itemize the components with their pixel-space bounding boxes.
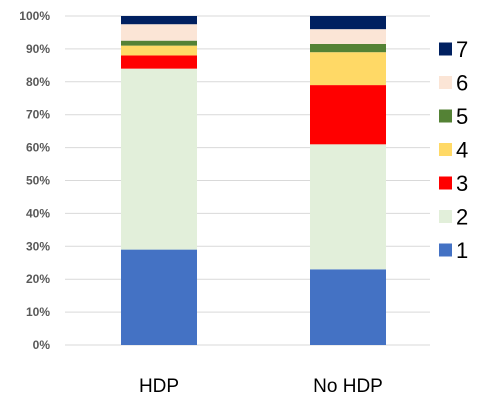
bars bbox=[121, 16, 386, 345]
y-tick-label: 60% bbox=[26, 141, 50, 155]
bar-1-segment-7 bbox=[121, 16, 197, 25]
bar-2-segment-2 bbox=[310, 144, 386, 270]
bar-1-segment-1 bbox=[121, 249, 197, 345]
legend-swatch-1 bbox=[439, 243, 452, 257]
legend-label-7: 7 bbox=[456, 37, 468, 62]
y-tick-label: 100% bbox=[19, 9, 50, 23]
legend-label-3: 3 bbox=[456, 171, 468, 196]
legend-swatch-5 bbox=[439, 109, 452, 123]
legend-label-1: 1 bbox=[456, 238, 468, 263]
x-tick-label: No HDP bbox=[313, 376, 383, 397]
bar-2-segment-7 bbox=[310, 16, 386, 30]
legend-label-4: 4 bbox=[456, 138, 468, 163]
y-tick-label: 10% bbox=[26, 305, 50, 319]
legend-label-6: 6 bbox=[456, 71, 468, 96]
legend-swatch-6 bbox=[439, 76, 452, 89]
x-axis-ticks: HDP No HDP bbox=[139, 376, 383, 397]
y-tick-label: 20% bbox=[26, 272, 50, 286]
y-tick-label: 50% bbox=[26, 174, 50, 188]
bar-1-segment-2 bbox=[121, 68, 197, 250]
legend-swatch-3 bbox=[439, 176, 452, 190]
bar-2-segment-4 bbox=[310, 52, 386, 86]
legend-swatch-7 bbox=[439, 42, 452, 56]
bar-2-segment-3 bbox=[310, 85, 386, 145]
y-tick-label: 90% bbox=[26, 42, 50, 56]
y-tick-label: 70% bbox=[26, 108, 50, 122]
y-tick-label: 30% bbox=[26, 239, 50, 253]
bar-2-segment-6 bbox=[310, 29, 386, 44]
legend-label-2: 2 bbox=[456, 205, 468, 230]
x-tick-label: HDP bbox=[139, 376, 179, 397]
bar-1-segment-5 bbox=[121, 40, 197, 46]
y-tick-label: 80% bbox=[26, 75, 50, 89]
y-tick-label: 40% bbox=[26, 206, 50, 220]
y-axis-ticks: 0% 10% 20% 30% 40% 50% 60% 70% 80% 90% 100% bbox=[19, 9, 50, 352]
legend: 7 6 5 4 3 2 1 bbox=[439, 37, 468, 263]
legend-label-5: 5 bbox=[456, 104, 468, 129]
bar-1-segment-3 bbox=[121, 55, 197, 69]
legend-swatch-4 bbox=[439, 143, 452, 156]
bar-1-segment-4 bbox=[121, 45, 197, 56]
y-tick-label: 0% bbox=[33, 338, 51, 352]
bar-1-segment-6 bbox=[121, 24, 197, 41]
bar-2-segment-5 bbox=[310, 43, 386, 53]
legend-swatch-2 bbox=[439, 210, 452, 223]
bar-2-segment-1 bbox=[310, 269, 386, 345]
